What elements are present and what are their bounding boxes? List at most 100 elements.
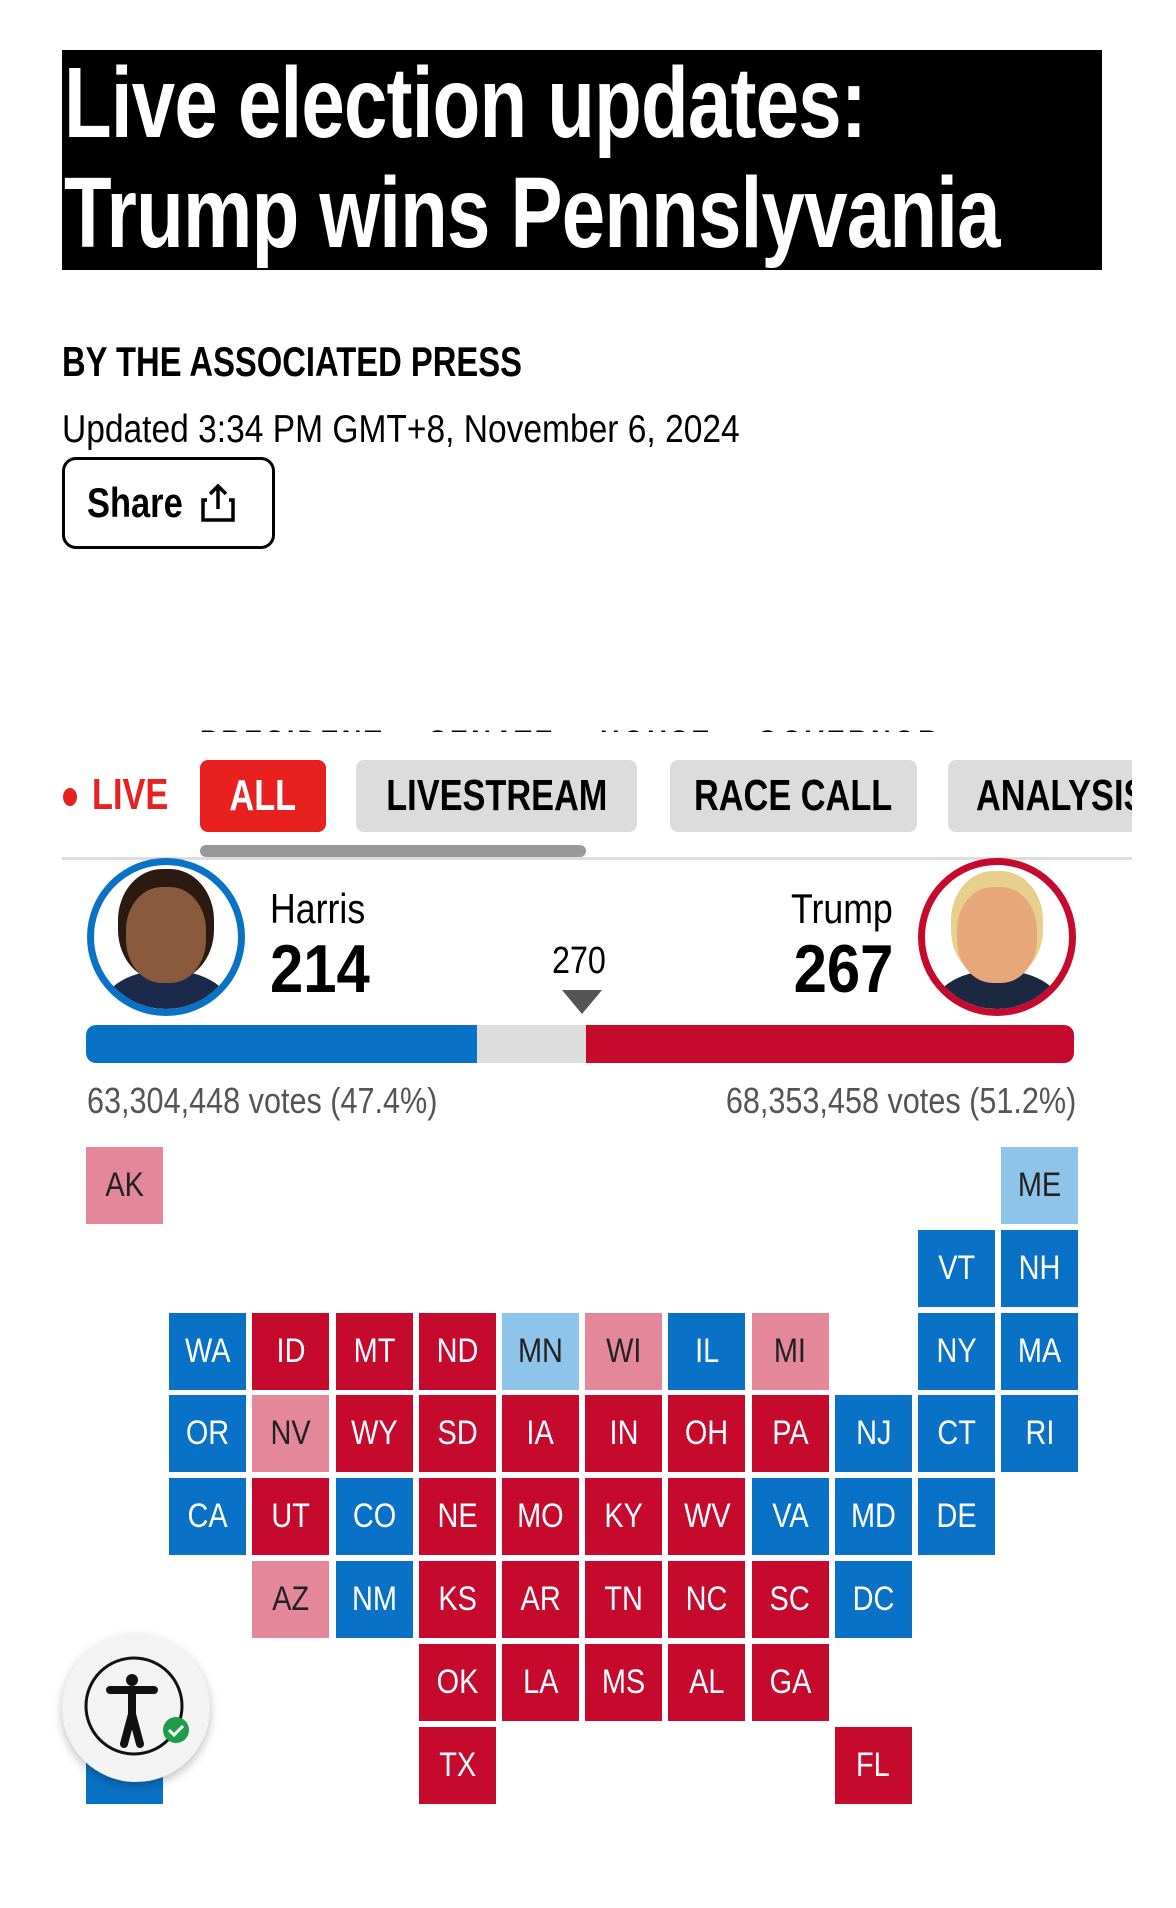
state-label: NJ <box>855 1414 891 1453</box>
state-tile-ia[interactable]: IA <box>502 1395 579 1473</box>
state-tile-mn[interactable]: MN <box>502 1312 579 1390</box>
state-label: WY <box>350 1414 398 1453</box>
state-tile-ga[interactable]: GA <box>751 1643 829 1721</box>
filter-livestream[interactable]: LIVESTREAM <box>356 760 637 832</box>
state-tile-sd[interactable]: SD <box>418 1395 496 1473</box>
state-tile-nv[interactable]: NV <box>252 1395 330 1473</box>
state-tile-vt[interactable]: VT <box>918 1229 995 1307</box>
state-label: OR <box>186 1414 230 1453</box>
electoral-bar <box>86 1025 1074 1063</box>
state-tile-pa[interactable]: PA <box>751 1395 829 1473</box>
state-label: OH <box>685 1414 729 1453</box>
state-tile-va[interactable]: VA <box>751 1478 829 1556</box>
state-tile-ri[interactable]: RI <box>1001 1395 1079 1473</box>
state-label: OK <box>436 1662 479 1701</box>
state-label: RI <box>1025 1414 1055 1453</box>
state-tile-tx[interactable]: TX <box>418 1726 496 1804</box>
state-label: CA <box>187 1497 228 1536</box>
state-label: GA <box>769 1662 811 1701</box>
state-label: DC <box>852 1580 895 1618</box>
state-tile-or[interactable]: OR <box>169 1395 247 1473</box>
state-tile-ok[interactable]: OK <box>418 1643 496 1721</box>
state-label: CT <box>937 1414 976 1453</box>
state-tile-wi[interactable]: WI <box>585 1312 663 1390</box>
state-tile-ks[interactable]: KS <box>418 1561 496 1638</box>
state-tile-ut[interactable]: UT <box>252 1478 330 1556</box>
headline: Live election updates: Trump wins Pennsl… <box>62 50 1102 270</box>
state-tile-nj[interactable]: NJ <box>834 1395 912 1473</box>
state-tile-ct[interactable]: CT <box>918 1395 995 1473</box>
state-label: MI <box>774 1331 807 1370</box>
state-tile-wa[interactable]: WA <box>169 1312 247 1390</box>
filter-scrollbar[interactable] <box>200 845 586 857</box>
state-tile-ma[interactable]: MA <box>1001 1312 1079 1390</box>
state-tile-mt[interactable]: MT <box>335 1312 413 1390</box>
state-label: MO <box>517 1497 564 1536</box>
state-label: NM <box>351 1580 397 1618</box>
state-label: MS <box>602 1662 646 1701</box>
state-tile-az[interactable]: AZ <box>252 1561 330 1638</box>
state-label: NC <box>686 1580 728 1618</box>
harris-popular-votes: 63,304,448 votes (47.4%) <box>87 1080 438 1121</box>
state-tile-wv[interactable]: WV <box>668 1478 746 1556</box>
state-tile-de[interactable]: DE <box>918 1478 995 1556</box>
state-tile-mi[interactable]: MI <box>751 1312 829 1390</box>
subnav-president[interactable]: PRESIDENT <box>200 724 384 732</box>
subnav-senate[interactable]: SENATE <box>428 724 556 732</box>
harris-bar <box>86 1025 477 1063</box>
state-label: WV <box>683 1497 731 1536</box>
state-tile-co[interactable]: CO <box>335 1478 413 1556</box>
state-tile-tn[interactable]: TN <box>585 1561 663 1638</box>
filter-label: ANALYSIS <box>976 771 1147 820</box>
live-dot-icon <box>63 788 77 806</box>
state-tile-ne[interactable]: NE <box>418 1478 496 1556</box>
state-tile-fl[interactable]: FL <box>834 1726 912 1804</box>
state-tile-ny[interactable]: NY <box>918 1312 995 1390</box>
state-tile-id[interactable]: ID <box>252 1312 330 1390</box>
state-tile-nm[interactable]: NM <box>335 1561 413 1638</box>
state-tile-in[interactable]: IN <box>585 1395 663 1473</box>
state-tile-ms[interactable]: MS <box>585 1643 663 1721</box>
state-tile-md[interactable]: MD <box>834 1478 912 1556</box>
state-tile-ca[interactable]: CA <box>169 1478 247 1556</box>
state-label: MT <box>353 1331 395 1370</box>
state-label: ME <box>1018 1166 1062 1204</box>
filter-label: ALL <box>229 771 297 820</box>
divider <box>62 857 1132 860</box>
share-icon <box>200 483 235 522</box>
updated-timestamp: Updated 3:34 PM GMT+8, November 6, 2024 <box>62 408 740 451</box>
state-tile-il[interactable]: IL <box>668 1312 746 1390</box>
state-label: MD <box>850 1497 896 1536</box>
state-tile-al[interactable]: AL <box>668 1643 746 1721</box>
state-tile-sc[interactable]: SC <box>751 1561 829 1638</box>
state-tile-mo[interactable]: MO <box>502 1478 579 1556</box>
filter-race-call[interactable]: RACE CALL <box>670 760 917 832</box>
state-tile-wy[interactable]: WY <box>335 1395 413 1473</box>
state-tile-ak[interactable]: AK <box>86 1147 163 1224</box>
state-tile-ky[interactable]: KY <box>585 1478 663 1556</box>
trump-name: Trump <box>791 885 893 932</box>
share-button[interactable]: Share <box>62 457 275 549</box>
filter-all[interactable]: ALL <box>200 760 326 832</box>
state-label: TX <box>438 1745 476 1784</box>
state-label: NH <box>1018 1248 1061 1287</box>
state-tile-ar[interactable]: AR <box>502 1561 579 1638</box>
state-label: AL <box>689 1662 725 1701</box>
state-label: IA <box>526 1414 555 1453</box>
state-tile-nd[interactable]: ND <box>418 1312 496 1390</box>
state-tile-dc[interactable]: DC <box>834 1561 912 1638</box>
state-tile-la[interactable]: LA <box>502 1643 579 1721</box>
trump-avatar <box>918 858 1076 1016</box>
state-label: DE <box>936 1497 977 1536</box>
state-tile-nc[interactable]: NC <box>668 1561 746 1638</box>
state-label: VT <box>938 1248 975 1287</box>
subnav-governor[interactable]: GOVERNOR <box>757 724 941 732</box>
subnav-house[interactable]: HOUSE <box>600 724 713 732</box>
state-tile-me[interactable]: ME <box>1001 1147 1079 1224</box>
state-tile-oh[interactable]: OH <box>668 1395 746 1473</box>
state-tile-nh[interactable]: NH <box>1001 1229 1079 1307</box>
state-label: ID <box>276 1331 306 1370</box>
state-label: AZ <box>272 1580 310 1618</box>
accessibility-button[interactable] <box>62 1634 210 1782</box>
state-label: PA <box>771 1414 809 1453</box>
